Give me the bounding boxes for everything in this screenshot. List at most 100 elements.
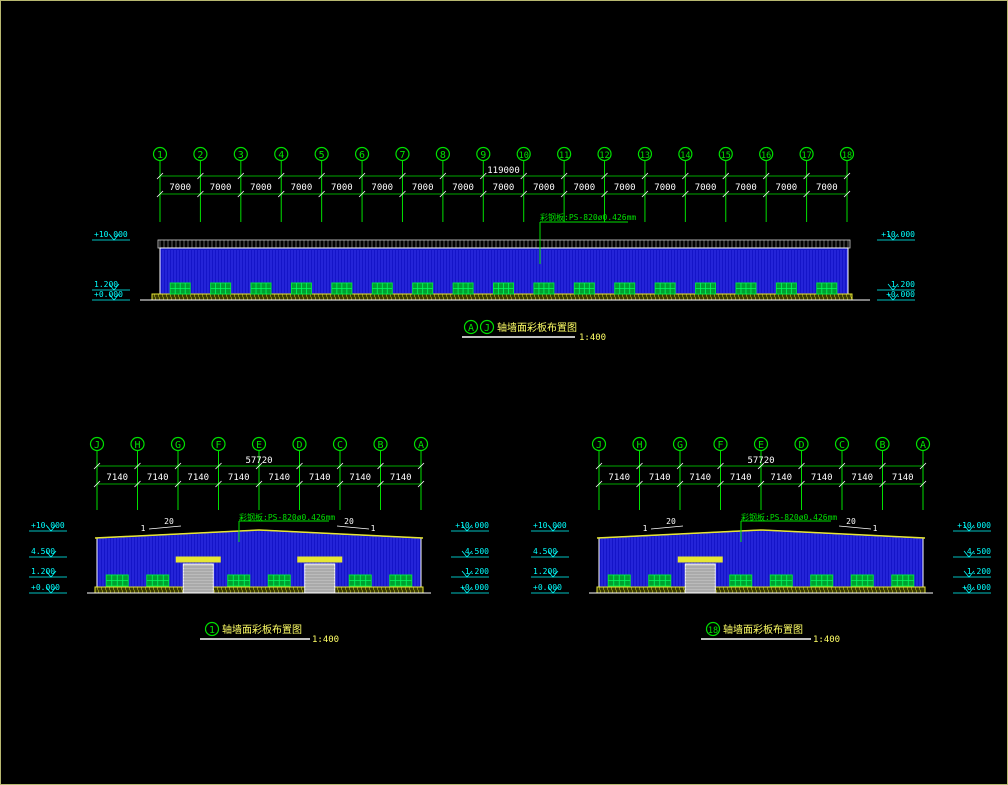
plinth-hatch: [630, 586, 634, 594]
dimension-tick: [803, 190, 810, 198]
level-marker: [963, 550, 975, 558]
dimension-tick: [318, 190, 325, 198]
plinth-hatch: [104, 586, 108, 594]
plinth-hatch: [878, 586, 882, 594]
plinth-hatch: [412, 586, 416, 594]
axis-bubble: [170, 436, 186, 452]
plinth-hatch: [389, 293, 393, 301]
plinth-hatch: [541, 293, 545, 301]
plinth-hatch: [765, 293, 769, 301]
span-dimension: 7000: [169, 183, 191, 193]
level-marker: [45, 524, 57, 532]
plinth-hatch: [634, 586, 638, 594]
plinth-hatch: [838, 586, 842, 594]
door-canopy: [677, 556, 723, 563]
plinth-hatch: [353, 293, 357, 301]
plinth-hatch: [725, 293, 729, 301]
plinth-hatch: [317, 293, 321, 301]
dimension-tick: [919, 480, 927, 488]
axis-bubble: [130, 436, 145, 452]
level-marker: [963, 570, 975, 578]
plinth-hatch: [477, 293, 481, 301]
plinth-hatch: [369, 293, 373, 301]
plinth-hatch: [356, 586, 360, 594]
level-label: 1.200: [533, 567, 557, 576]
dimension-tick: [722, 172, 730, 180]
plinth-hatch: [669, 293, 673, 301]
plinth-hatch: [642, 586, 646, 594]
plinth-hatch: [445, 293, 449, 301]
dimension-tick: [480, 172, 487, 180]
plinth-hatch: [845, 293, 849, 301]
plinth-hatch: [132, 586, 136, 594]
plinth-hatch: [136, 586, 140, 594]
dimension-tick: [838, 462, 846, 470]
level-label: 4.500: [533, 547, 557, 556]
plinth-hatch: [577, 293, 581, 301]
plinth-hatch: [666, 586, 670, 594]
level-label: +10.000: [533, 521, 567, 530]
plinth-hatch: [641, 293, 645, 301]
plinth-hatch: [797, 293, 801, 301]
plinth-hatch: [777, 293, 781, 301]
plinth-hatch: [228, 586, 232, 594]
axis-bubble: [597, 146, 612, 162]
plinth-hatch: [637, 293, 641, 301]
plinth-hatch: [96, 586, 100, 594]
plinth-hatch: [396, 586, 400, 594]
level-marker: [547, 524, 559, 532]
span-dimension: 7000: [533, 183, 555, 193]
span-dimension: 7140: [730, 473, 752, 483]
plinth-hatch: [782, 586, 786, 594]
plinth-hatch: [758, 586, 762, 594]
plinth-hatch: [461, 293, 465, 301]
total-dimension: 57720: [245, 456, 272, 466]
axis-bubble-label: B: [879, 440, 885, 451]
plinth-hatch: [368, 586, 372, 594]
plinth-hatch: [826, 586, 830, 594]
dimension-tick: [93, 462, 101, 470]
dimension-tick: [717, 480, 724, 488]
level-label: +0.000: [460, 583, 489, 592]
level-marker: [461, 570, 473, 578]
axis-bubble-label: 1: [209, 625, 215, 636]
plinth-hatch: [236, 586, 240, 594]
plinth-hatch: [165, 293, 169, 301]
roller-door: [304, 563, 336, 594]
plinth-hatch: [670, 586, 674, 594]
plinth-hatch: [425, 293, 429, 301]
plinth-hatch: [573, 293, 577, 301]
axis-bubble-label: 18: [842, 151, 852, 161]
axis-bubble-label: 16: [761, 151, 771, 161]
plinth-hatch: [264, 586, 268, 594]
plinth-hatch: [493, 293, 497, 301]
plinth-hatch: [360, 586, 364, 594]
plinth-hatch: [602, 586, 606, 594]
plinth-hatch: [766, 586, 770, 594]
plinth-hatch: [465, 293, 469, 301]
axis-bubble-label: H: [134, 440, 140, 451]
plinth-hatch: [164, 586, 168, 594]
plinth-hatch: [858, 586, 862, 594]
plinth-hatch: [161, 293, 165, 301]
dimension-tick: [439, 172, 447, 180]
plinth-hatch: [408, 586, 412, 594]
plinth-hatch: [770, 586, 774, 594]
plinth-hatch: [289, 293, 293, 301]
slope-run: 20: [164, 517, 174, 526]
plinth-hatch: [305, 293, 309, 301]
plinth-hatch: [168, 586, 172, 594]
dimension-tick: [682, 172, 689, 180]
plinth-hatch: [157, 293, 161, 301]
plinth-hatch: [237, 293, 241, 301]
plinth-hatch: [485, 293, 489, 301]
plinth-hatch: [529, 293, 533, 301]
plinth-hatch: [798, 586, 802, 594]
plinth-hatch: [874, 586, 878, 594]
plinth-hatch: [910, 586, 914, 594]
dimension-tick: [336, 480, 344, 488]
plinth-hatch: [297, 293, 301, 301]
span-dimension: 7140: [187, 473, 209, 483]
plinth-hatch: [337, 293, 341, 301]
level-label: 1.200: [891, 280, 915, 289]
